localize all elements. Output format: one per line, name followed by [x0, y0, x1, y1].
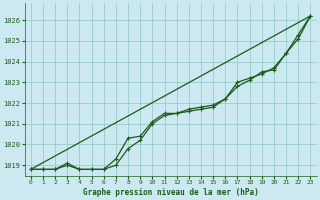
X-axis label: Graphe pression niveau de la mer (hPa): Graphe pression niveau de la mer (hPa)	[83, 188, 259, 197]
